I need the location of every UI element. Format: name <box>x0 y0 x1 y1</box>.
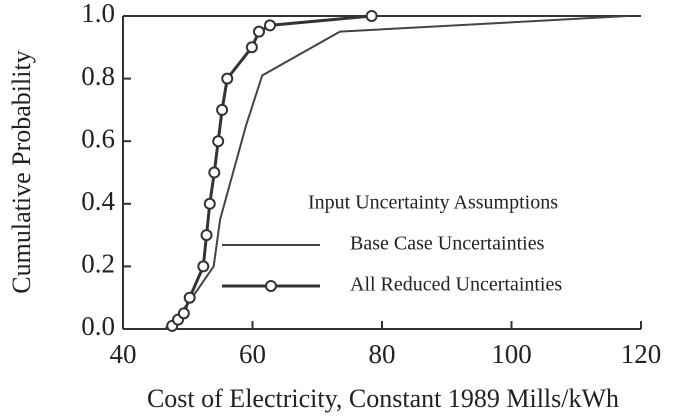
y-axis-label: Cumulative Probability <box>7 50 36 293</box>
legend-label: Base Case Uncertainties <box>350 233 545 255</box>
point <box>203 197 216 210</box>
y-tick-label: 0.0 <box>81 311 115 341</box>
y-tick-label: 0.4 <box>81 186 115 216</box>
point <box>200 229 213 242</box>
point <box>208 166 221 179</box>
y-tick-label: 0.6 <box>81 123 115 153</box>
legend-label: All Reduced Uncertainties <box>350 274 562 296</box>
x-tick-label: 80 <box>369 339 396 369</box>
point <box>212 135 225 148</box>
y-tick-label: 1.0 <box>81 0 115 28</box>
y-tick-label: 0.8 <box>81 61 115 91</box>
point <box>221 72 234 85</box>
point <box>197 260 210 273</box>
series-line <box>164 15 629 330</box>
legend-marker <box>265 280 277 292</box>
point <box>252 25 265 38</box>
point <box>245 41 258 54</box>
x-tick-label: 120 <box>621 339 662 369</box>
point <box>183 291 196 304</box>
point <box>365 10 378 22</box>
point <box>263 19 276 32</box>
series-line <box>171 14 372 327</box>
legend-title: Input Uncertainty Assumptions <box>308 192 558 214</box>
x-tick-label: 40 <box>110 339 137 369</box>
point <box>216 103 229 116</box>
point <box>177 307 190 320</box>
x-tick-label: 100 <box>491 339 532 369</box>
x-axis-label: Cost of Electricity, Constant 1989 Mills… <box>147 384 619 413</box>
y-tick-label: 0.2 <box>81 249 115 279</box>
x-tick-label: 60 <box>239 339 266 369</box>
